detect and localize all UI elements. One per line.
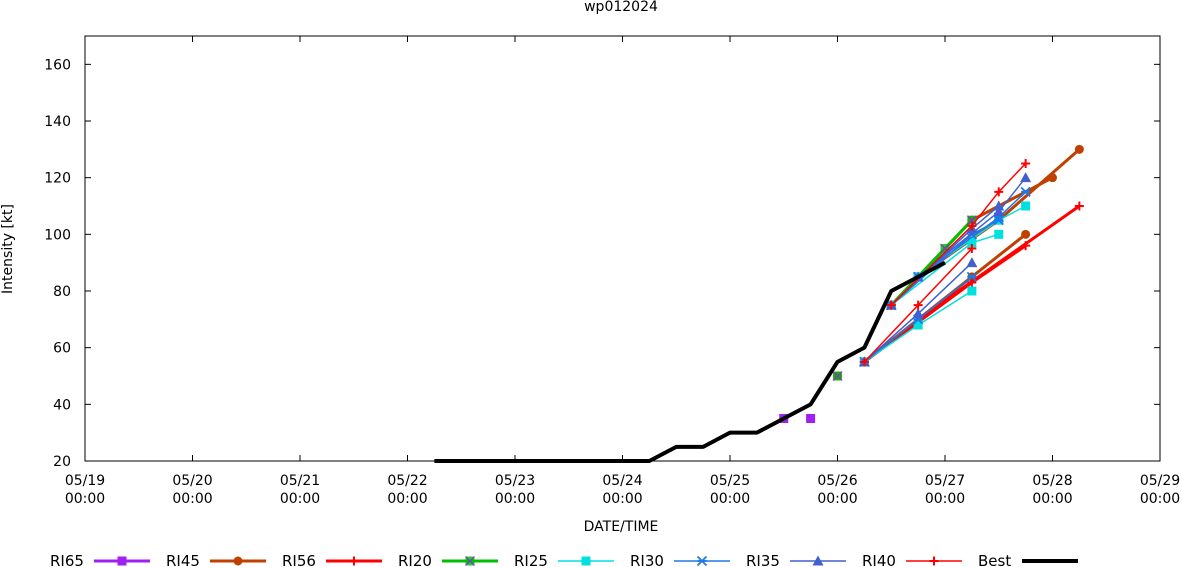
data-point-ri56 [1074,201,1084,211]
series-line-ri20 [917,247,947,278]
legend: RI65 RI45 RI56 RI20 RI25 RI30 RI35 RI40 Best [50,552,1078,567]
legend-item-best: Best [978,552,1078,567]
y-tick-label: 100 [44,227,71,243]
legend-label: RI20 [398,552,432,567]
data-point-ri40 [994,187,1004,197]
y-axis-label: Intensity [kt] [0,204,16,294]
series-ri20 [832,215,977,381]
legend-marker-ri30 [696,555,708,567]
data-point-ri25 [994,229,1004,239]
chart-title: wp012024 [584,0,658,15]
x-tick-label: 05/27 [925,473,965,489]
legend-marker-ri35 [812,555,824,566]
data-point-ri25 [913,320,923,330]
legend-label: RI35 [746,552,780,567]
plot-border [84,35,1161,462]
x-tick-label: 00:00 [65,491,105,507]
series-best [434,260,946,463]
x-tick-label: 05/21 [280,473,320,489]
series-line-ri56 [917,204,1081,321]
x-tick-label: 00:00 [817,491,857,507]
x-tick-label: 00:00 [602,491,642,507]
legend-marker-ri40 [929,556,939,566]
data-point-ri40 [859,357,869,367]
legend-label: RI65 [50,552,84,567]
data-point-ri25 [967,286,977,296]
x-tick-label: 05/25 [710,473,750,489]
x-tick-label: 05/28 [1032,473,1072,489]
data-point-ri35 [966,257,978,268]
data-point-ri35 [1020,172,1032,183]
x-axis-label: DATE/TIME [584,519,659,535]
data-point-ri30 [1020,186,1031,197]
y-tick-label: 140 [44,114,71,130]
legend-label: RI40 [862,552,896,567]
x-tick-label: 00:00 [172,491,212,507]
data-point-ri35 [912,308,924,319]
legend-item-ri25: RI25 [514,552,614,567]
data-point-ri40 [913,300,923,310]
data-point-ri35 [993,206,1005,217]
series-layer [434,144,1084,463]
series-line-ri40 [890,162,1027,306]
series-line-best [434,260,946,463]
data-point-ri40 [967,244,977,253]
legend-item-ri56: RI56 [282,552,382,567]
legend-label: Best [978,552,1011,567]
legend-marker-ri65 [117,556,127,566]
plot-area [84,35,1161,462]
data-point-ri45 [1074,144,1084,154]
data-point-ri45 [1021,229,1031,239]
data-point-ri25 [1021,201,1031,211]
data-point-ri25 [967,238,977,248]
x-tick-label: 05/24 [602,473,642,489]
legend-label: RI45 [166,552,200,567]
data-point-ri40 [1021,159,1031,168]
series-ri40 [859,159,1031,367]
legend-marker-ri25 [581,556,591,566]
x-tick-label: 00:00 [1032,491,1072,507]
legend-marker-ri20-cross [465,556,475,566]
y-tick-label: 160 [44,57,71,73]
x-tick-label: 00:00 [925,491,965,507]
legend-marker-ri45 [233,556,243,566]
y-tick-label: 40 [53,397,71,413]
x-tick-label: 00:00 [710,491,750,507]
data-point-ri40 [886,300,896,310]
legend-item-ri35: RI35 [746,552,846,567]
x-tick-label: 05/20 [172,473,212,489]
data-point-ri20-cross [832,371,843,381]
legend-item-ri40: RI40 [862,552,962,567]
x-axis: 05/19 00:00 05/20 00:00 05/21 00:00 05/22 00:00… [65,36,1180,507]
x-tick-label: 05/26 [817,473,857,489]
data-point-ri40 [967,221,977,231]
y-tick-label: 20 [53,454,71,470]
legend-label: RI56 [282,552,316,567]
legend-marker-ri56 [349,556,359,566]
x-tick-label: 05/23 [495,473,535,489]
x-tick-label: 00:00 [280,491,320,507]
y-tick-label: 120 [44,171,71,187]
legend-item-ri30: RI30 [630,552,730,567]
legend-item-ri65: RI65 [50,552,150,567]
data-point-ri65 [806,414,816,423]
y-tick-label: 60 [53,341,71,357]
x-tick-label: 00:00 [495,491,535,507]
y-tick-label: 80 [53,284,71,300]
x-tick-label: 05/29 [1140,473,1180,489]
x-tick-label: 00:00 [1140,491,1180,507]
data-point-ri30 [966,271,978,282]
y-axis: 20 40 60 80 100 120 140 160 [44,57,1160,470]
series-ri25 [859,201,1031,367]
x-tick-label: 00:00 [387,491,427,507]
legend-label: RI25 [514,552,548,567]
legend-item-ri20: RI20 [398,552,498,567]
legend-label: RI30 [630,552,664,567]
x-tick-label: 05/22 [387,473,427,489]
x-tick-label: 05/19 [65,473,105,489]
legend-item-ri45: RI45 [166,552,266,567]
